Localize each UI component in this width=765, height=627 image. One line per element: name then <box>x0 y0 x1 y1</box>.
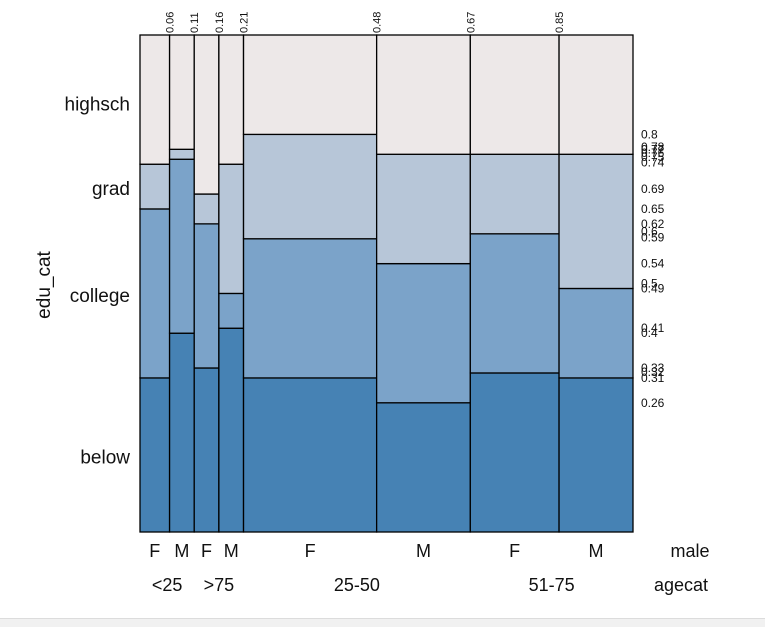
cell-grad-6 <box>375 153 471 265</box>
x-sex-label: M <box>174 541 189 561</box>
cell-highsch-8 <box>558 34 634 155</box>
cell-below-2 <box>168 332 195 533</box>
cell-college-1 <box>139 208 171 379</box>
bottom-band <box>0 618 765 627</box>
cell-college-3 <box>193 223 220 369</box>
cell-highsch-1 <box>139 34 171 165</box>
cell-below-7 <box>469 372 560 533</box>
cell-highsch-5 <box>242 34 378 136</box>
x-sex-label: M <box>416 541 431 561</box>
cell-grad-2 <box>168 148 195 160</box>
cell-college-5 <box>242 238 378 379</box>
top-label: 0.85 <box>554 12 566 33</box>
cell-below-6 <box>375 402 471 533</box>
cell-grad-7 <box>469 153 560 235</box>
x-sex-label: F <box>149 541 160 561</box>
cell-highsch-7 <box>469 34 560 155</box>
right-label: 0.54 <box>641 257 665 271</box>
cell-grad-1 <box>139 163 171 210</box>
top-label: 0.06 <box>165 12 177 33</box>
right-label: 0.65 <box>641 202 665 216</box>
y-label-grad: grad <box>92 179 130 200</box>
x-age-label: 51-75 <box>529 575 575 595</box>
top-cumulative-labels: 0.06 0.11 0.16 0.21 0.48 0.67 0.85 <box>165 12 566 33</box>
right-label: 0.59 <box>641 230 665 244</box>
right-label: 0.33 <box>641 361 665 375</box>
top-label: 0.21 <box>239 12 251 33</box>
right-label: 0.76 <box>641 146 665 160</box>
y-label-highsch: highsch <box>65 95 131 116</box>
cell-below-3 <box>193 367 220 533</box>
right-label: 0.41 <box>641 321 665 335</box>
y-axis-title: edu_cat <box>34 250 55 318</box>
cell-college-4 <box>218 292 245 329</box>
cell-grad-4 <box>218 163 245 295</box>
cell-below-8 <box>558 377 634 533</box>
x-axis-labels: F M F M F M F M<25 >75 25-50 51-75 <box>149 541 603 595</box>
y-category-labels: below college grad highsch <box>65 95 131 469</box>
top-label: 0.11 <box>189 12 201 33</box>
x-age-label: >75 <box>204 575 235 595</box>
x-row1-title: male <box>670 541 709 561</box>
right-label: 0.8 <box>641 127 658 141</box>
x-sex-label: M <box>224 541 239 561</box>
x-age-label: 25-50 <box>334 575 380 595</box>
cell-highsch-2 <box>168 34 195 150</box>
right-label: 0.78 <box>641 140 665 154</box>
top-label: 0.48 <box>372 12 384 33</box>
right-label: 0.69 <box>641 182 665 196</box>
x-row2-title: agecat <box>654 575 708 595</box>
cell-highsch-3 <box>193 34 220 195</box>
cell-below-1 <box>139 377 171 533</box>
y-label-college: college <box>70 286 130 307</box>
x-sex-label: F <box>305 541 316 561</box>
cell-college-2 <box>168 158 195 334</box>
right-label: 0.75 <box>641 150 665 164</box>
right-label: 0.49 <box>641 281 665 295</box>
top-label: 0.67 <box>465 12 477 33</box>
mosaic-cells <box>139 34 634 533</box>
x-sex-label: F <box>509 541 520 561</box>
cell-grad-8 <box>558 153 634 290</box>
cell-highsch-4 <box>218 34 245 165</box>
cell-college-8 <box>558 287 634 379</box>
right-label: 0.6 <box>641 224 658 238</box>
x-age-label: <25 <box>152 575 183 595</box>
cell-below-4 <box>218 327 245 533</box>
right-label: 0.26 <box>641 396 665 410</box>
right-label: 0.5 <box>641 277 658 291</box>
right-label: 0.32 <box>641 365 665 379</box>
x-sex-label: F <box>201 541 212 561</box>
right-label: 0.31 <box>641 371 665 385</box>
x-sex-label: M <box>589 541 604 561</box>
right-label: 0.4 <box>641 326 658 340</box>
cell-grad-5 <box>242 133 378 240</box>
right-proportion-labels: 0.80.780.770.760.750.740.690.650.620.60.… <box>641 127 665 409</box>
cell-below-5 <box>242 377 378 533</box>
y-label-below: below <box>80 447 130 468</box>
cell-highsch-6 <box>375 34 471 155</box>
cell-college-6 <box>375 262 471 404</box>
top-label: 0.16 <box>214 12 226 33</box>
right-label: 0.62 <box>641 217 665 231</box>
cell-grad-3 <box>193 193 220 225</box>
right-label: 0.74 <box>641 156 665 170</box>
cell-college-7 <box>469 233 560 374</box>
right-label: 0.77 <box>641 142 665 156</box>
